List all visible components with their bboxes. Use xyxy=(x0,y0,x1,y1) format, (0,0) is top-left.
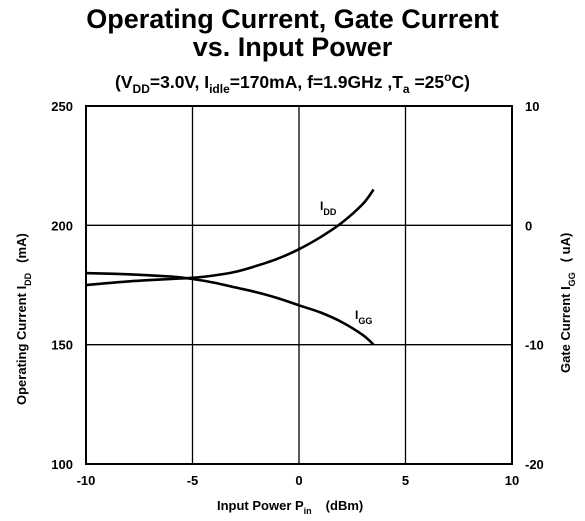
cond-mid2: =170mA, f=1.9GHz ,T xyxy=(229,72,403,92)
y-right-tick-label: -10 xyxy=(525,338,544,353)
y-left-tick-label: 250 xyxy=(51,99,73,114)
chart-title-line2: vs. Input Power xyxy=(192,32,393,62)
series-label-igg: IGG xyxy=(355,308,372,326)
x-tick-label: 0 xyxy=(295,473,302,488)
cond-vdd-sub: DD xyxy=(132,82,150,96)
cond-ta-sub: a xyxy=(402,82,410,96)
cond-mid3: =25 xyxy=(409,72,445,92)
cond-idle-sub: idle xyxy=(209,82,230,96)
y-right-tick-label: 10 xyxy=(525,99,539,114)
cond-open: (V xyxy=(115,72,133,92)
x-tick-label: 5 xyxy=(402,473,409,488)
y-left-tick-label: 200 xyxy=(51,218,73,233)
cond-mid1: =3.0V, I xyxy=(149,72,210,92)
chart-title-line1: Operating Current, Gate Current xyxy=(86,4,499,34)
y-axis-label-left: Operating Current IDD(mA) xyxy=(14,233,33,405)
y-right-tick-label: -20 xyxy=(525,457,544,472)
grid xyxy=(86,106,512,464)
series-label-idd: IDD xyxy=(320,199,337,217)
x-tick-label: 10 xyxy=(505,473,519,488)
x-axis-label: Input Power Pin (dBm) xyxy=(217,498,363,516)
y-left-tick-label: 150 xyxy=(51,338,73,353)
chart-conditions: (VDD=3.0V, Iidle=170mA, f=1.9GHz ,Ta =25… xyxy=(0,70,585,96)
y-right-tick-label: 0 xyxy=(525,218,532,233)
cond-degree: o xyxy=(444,70,452,84)
cond-close: C) xyxy=(451,72,470,92)
y-axis-label-right: Gate Current IGG( uA) xyxy=(558,233,577,373)
x-tick-label: -10 xyxy=(77,473,96,488)
series-line-dd xyxy=(85,188,375,287)
series-lines xyxy=(85,188,375,346)
y-left-tick-label: 100 xyxy=(51,457,73,472)
tick-labels: -10 -5 0 5 10 100 150 200 250 -20 -10 0 10 xyxy=(51,99,544,488)
x-tick-label: -5 xyxy=(187,473,199,488)
series-line-gg xyxy=(85,271,375,346)
